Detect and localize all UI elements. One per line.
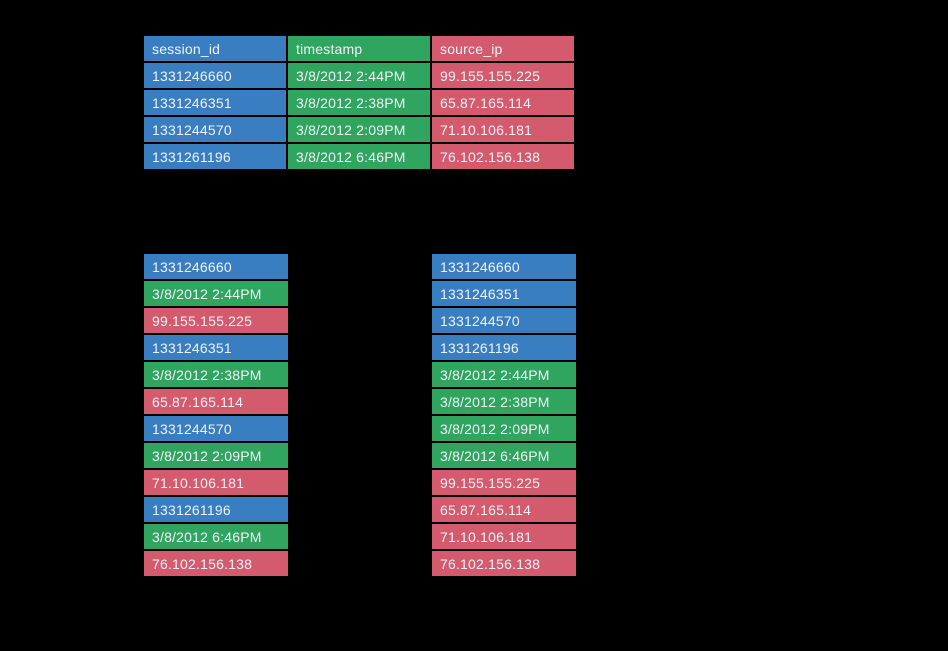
table-cell-source_ip: 76.102.156.138 [432, 144, 574, 169]
column-storage-cell: 3/8/2012 6:46PM [432, 443, 576, 468]
column-storage-cell: 65.87.165.114 [432, 497, 576, 522]
row-storage-cell: 1331261196 [144, 497, 288, 522]
table-header-source_ip: source_ip [432, 36, 574, 61]
column-storage-cell: 1331246660 [432, 254, 576, 279]
column-storage-cell: 71.10.106.181 [432, 524, 576, 549]
row-storage-cell: 1331246660 [144, 254, 288, 279]
column-storage-cell: 1331261196 [432, 335, 576, 360]
column-storage-cell: 3/8/2012 2:09PM [432, 416, 576, 441]
row-storage-cell: 3/8/2012 2:44PM [144, 281, 288, 306]
table-header-timestamp: timestamp [288, 36, 430, 61]
logical-table: session_id timestamp source_ip 1331246660 3/… [144, 36, 574, 169]
row-oriented-storage-block: 1331246660 3/8/2012 2:44PM 99.155.155.225 1… [144, 254, 288, 576]
table-cell-session_id: 1331244570 [144, 117, 286, 142]
table-cell-timestamp: 3/8/2012 2:44PM [288, 63, 430, 88]
row-storage-cell: 3/8/2012 2:09PM [144, 443, 288, 468]
row-storage-cell: 1331244570 [144, 416, 288, 441]
column-storage-cell: 99.155.155.225 [432, 470, 576, 495]
table-cell-session_id: 1331246351 [144, 90, 286, 115]
row-storage-cell: 71.10.106.181 [144, 470, 288, 495]
table-cell-source_ip: 99.155.155.225 [432, 63, 574, 88]
table-header-session_id: session_id [144, 36, 286, 61]
row-storage-cell: 99.155.155.225 [144, 308, 288, 333]
table-cell-timestamp: 3/8/2012 2:09PM [288, 117, 430, 142]
row-storage-cell: 65.87.165.114 [144, 389, 288, 414]
column-storage-cell: 3/8/2012 2:44PM [432, 362, 576, 387]
row-storage-cell: 3/8/2012 2:38PM [144, 362, 288, 387]
table-cell-source_ip: 65.87.165.114 [432, 90, 574, 115]
table-cell-timestamp: 3/8/2012 6:46PM [288, 144, 430, 169]
row-storage-cell: 3/8/2012 6:46PM [144, 524, 288, 549]
column-storage-cell: 3/8/2012 2:38PM [432, 389, 576, 414]
row-storage-cell: 76.102.156.138 [144, 551, 288, 576]
column-storage-cell: 1331246351 [432, 281, 576, 306]
table-cell-session_id: 1331246660 [144, 63, 286, 88]
table-cell-source_ip: 71.10.106.181 [432, 117, 574, 142]
column-storage-cell: 1331244570 [432, 308, 576, 333]
column-storage-cell: 76.102.156.138 [432, 551, 576, 576]
column-oriented-storage-block: 1331246660 1331246351 1331244570 1331261196… [432, 254, 576, 576]
table-cell-session_id: 1331261196 [144, 144, 286, 169]
table-cell-timestamp: 3/8/2012 2:38PM [288, 90, 430, 115]
row-storage-cell: 1331246351 [144, 335, 288, 360]
